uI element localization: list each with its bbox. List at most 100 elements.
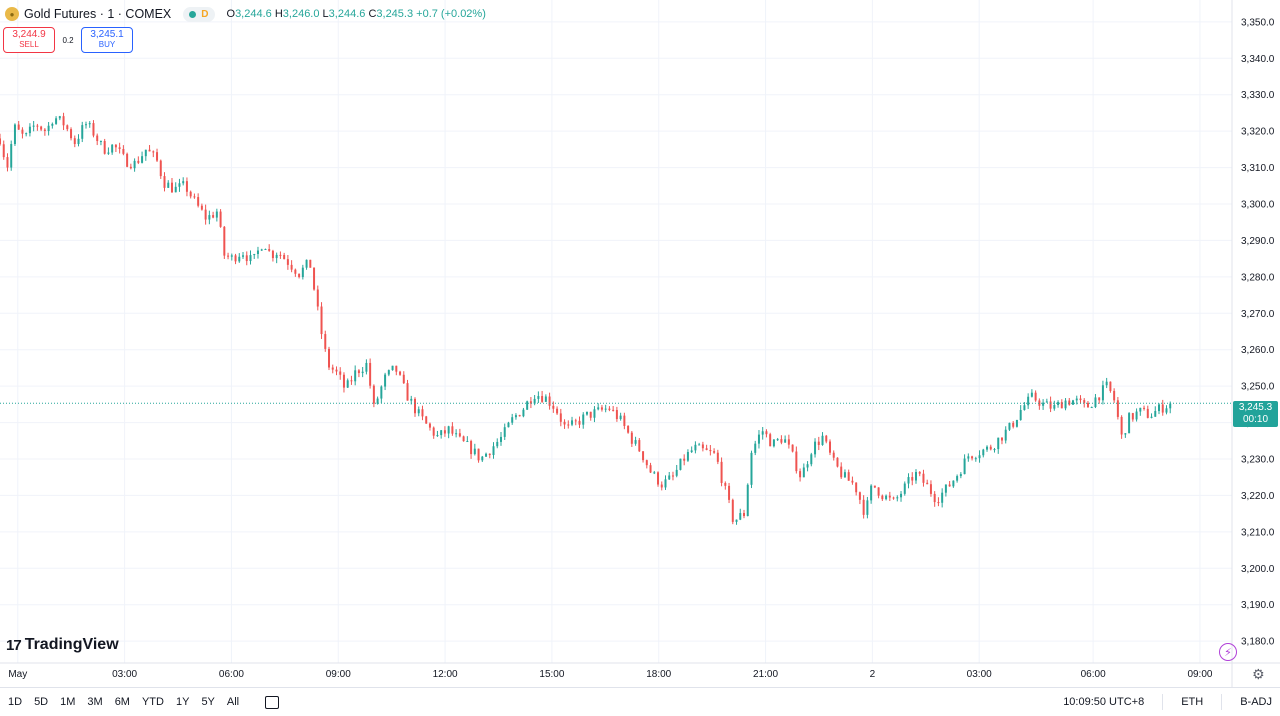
candle-body <box>623 415 626 426</box>
buy-button[interactable]: 3,245.1 BUY <box>81 27 133 53</box>
candle-body <box>159 160 162 177</box>
gold-coin-icon: ● <box>5 7 19 21</box>
candle-body <box>709 450 712 452</box>
range-3m[interactable]: 3M <box>87 696 103 708</box>
candle-body <box>182 181 185 184</box>
y-tick-label: 3,260.0 <box>1241 345 1275 356</box>
candle-body <box>473 448 476 455</box>
session-toggle[interactable]: ETH <box>1181 696 1204 708</box>
candle-body <box>675 469 678 476</box>
candle-body <box>885 495 888 500</box>
candle-body <box>328 348 331 368</box>
tradingview-mark-icon: 17 <box>6 636 22 654</box>
calendar-icon[interactable] <box>265 695 280 709</box>
candle-body <box>436 435 439 437</box>
range-all[interactable]: All <box>226 696 240 708</box>
candle-body <box>260 249 263 251</box>
candle-body <box>821 435 824 445</box>
clock-time[interactable]: 10:09:50 UTC+8 <box>1063 696 1145 708</box>
symbol-title[interactable]: Gold Futures · 1 · COMEX <box>24 7 172 21</box>
candle-body <box>88 123 91 125</box>
candle-body <box>238 256 241 262</box>
candle-body <box>896 497 899 499</box>
candle-body <box>21 129 24 134</box>
candle-body <box>757 434 760 444</box>
range-5d[interactable]: 5D <box>34 696 49 708</box>
candle-body <box>832 452 835 458</box>
low-value: 3,244.6 <box>328 8 366 20</box>
low-label: L <box>322 8 329 20</box>
candle-body <box>1072 400 1075 405</box>
x-tick-label: 21:00 <box>753 669 778 680</box>
range-1y[interactable]: 1Y <box>175 696 190 708</box>
buy-price: 3,245.1 <box>90 29 124 40</box>
candle-body <box>862 499 865 515</box>
candle-body <box>567 424 570 426</box>
candle-body <box>32 125 35 127</box>
change-value: +0.7 (+0.02%) <box>416 8 486 20</box>
y-tick-label: 3,330.0 <box>1241 90 1275 101</box>
candle-body <box>223 226 226 256</box>
x-tick-label: 09:00 <box>326 669 351 680</box>
range-ytd[interactable]: YTD <box>141 696 164 708</box>
candle-body <box>189 191 192 197</box>
range-5y[interactable]: 5Y <box>201 696 215 708</box>
candle-body <box>253 254 256 256</box>
x-tick-label: 03:00 <box>967 669 992 680</box>
gear-icon[interactable]: ⚙ <box>1252 666 1265 682</box>
candle-body <box>847 472 850 481</box>
candle-body <box>526 401 529 410</box>
candle-body <box>731 499 734 522</box>
candle-body <box>571 420 574 425</box>
x-tick-label: 06:00 <box>219 669 244 680</box>
candle-body <box>1101 385 1104 401</box>
lightning-icon[interactable]: ⚡ <box>1219 643 1237 661</box>
candle-body <box>443 430 446 434</box>
high-value: 3,246.0 <box>282 8 320 20</box>
candle-body <box>1131 413 1134 420</box>
candle-body <box>361 371 364 374</box>
candle-body <box>948 484 951 487</box>
candle-body <box>1116 400 1119 417</box>
candle-body <box>518 415 521 417</box>
candle-body <box>574 420 577 422</box>
range-6m[interactable]: 6M <box>114 696 130 708</box>
candle-body <box>496 441 499 447</box>
candle-body <box>668 475 671 480</box>
candle-body <box>384 374 387 387</box>
candle-body <box>787 439 790 445</box>
candle-body <box>369 362 372 386</box>
y-tick-label: 3,290.0 <box>1241 236 1275 247</box>
candle-body <box>1161 404 1164 413</box>
tradingview-logo[interactable]: 17 TradingView <box>6 636 119 654</box>
candle-body <box>705 448 708 451</box>
candle-body <box>1113 390 1116 401</box>
candle-body <box>466 441 469 443</box>
candle-body <box>578 420 581 425</box>
candle-body <box>1038 400 1041 406</box>
range-1d[interactable]: 1D <box>8 696 23 708</box>
candle-body <box>55 118 58 124</box>
candle-body <box>556 408 559 414</box>
sell-label: SELL <box>19 40 39 49</box>
x-tick-label: 18:00 <box>646 669 671 680</box>
candle-body <box>694 444 697 451</box>
candle-body <box>997 437 1000 450</box>
sell-button[interactable]: 3,244.9 SELL <box>3 27 55 53</box>
candle-body <box>339 371 342 375</box>
market-status-pill[interactable]: D <box>183 6 215 22</box>
candle-body <box>294 269 297 274</box>
candle-body <box>1000 437 1003 441</box>
x-tick-label: May <box>8 669 27 680</box>
candle-body <box>638 440 641 452</box>
range-1m[interactable]: 1M <box>60 696 76 708</box>
high-label: H <box>274 8 283 20</box>
adjustment-toggle[interactable]: B-ADJ <box>1240 696 1272 708</box>
candle-body <box>458 433 461 437</box>
candle-body <box>941 492 944 503</box>
candle-body <box>851 480 854 483</box>
candle-body <box>185 181 188 192</box>
candle-body <box>761 431 764 435</box>
candle-body <box>799 471 802 478</box>
